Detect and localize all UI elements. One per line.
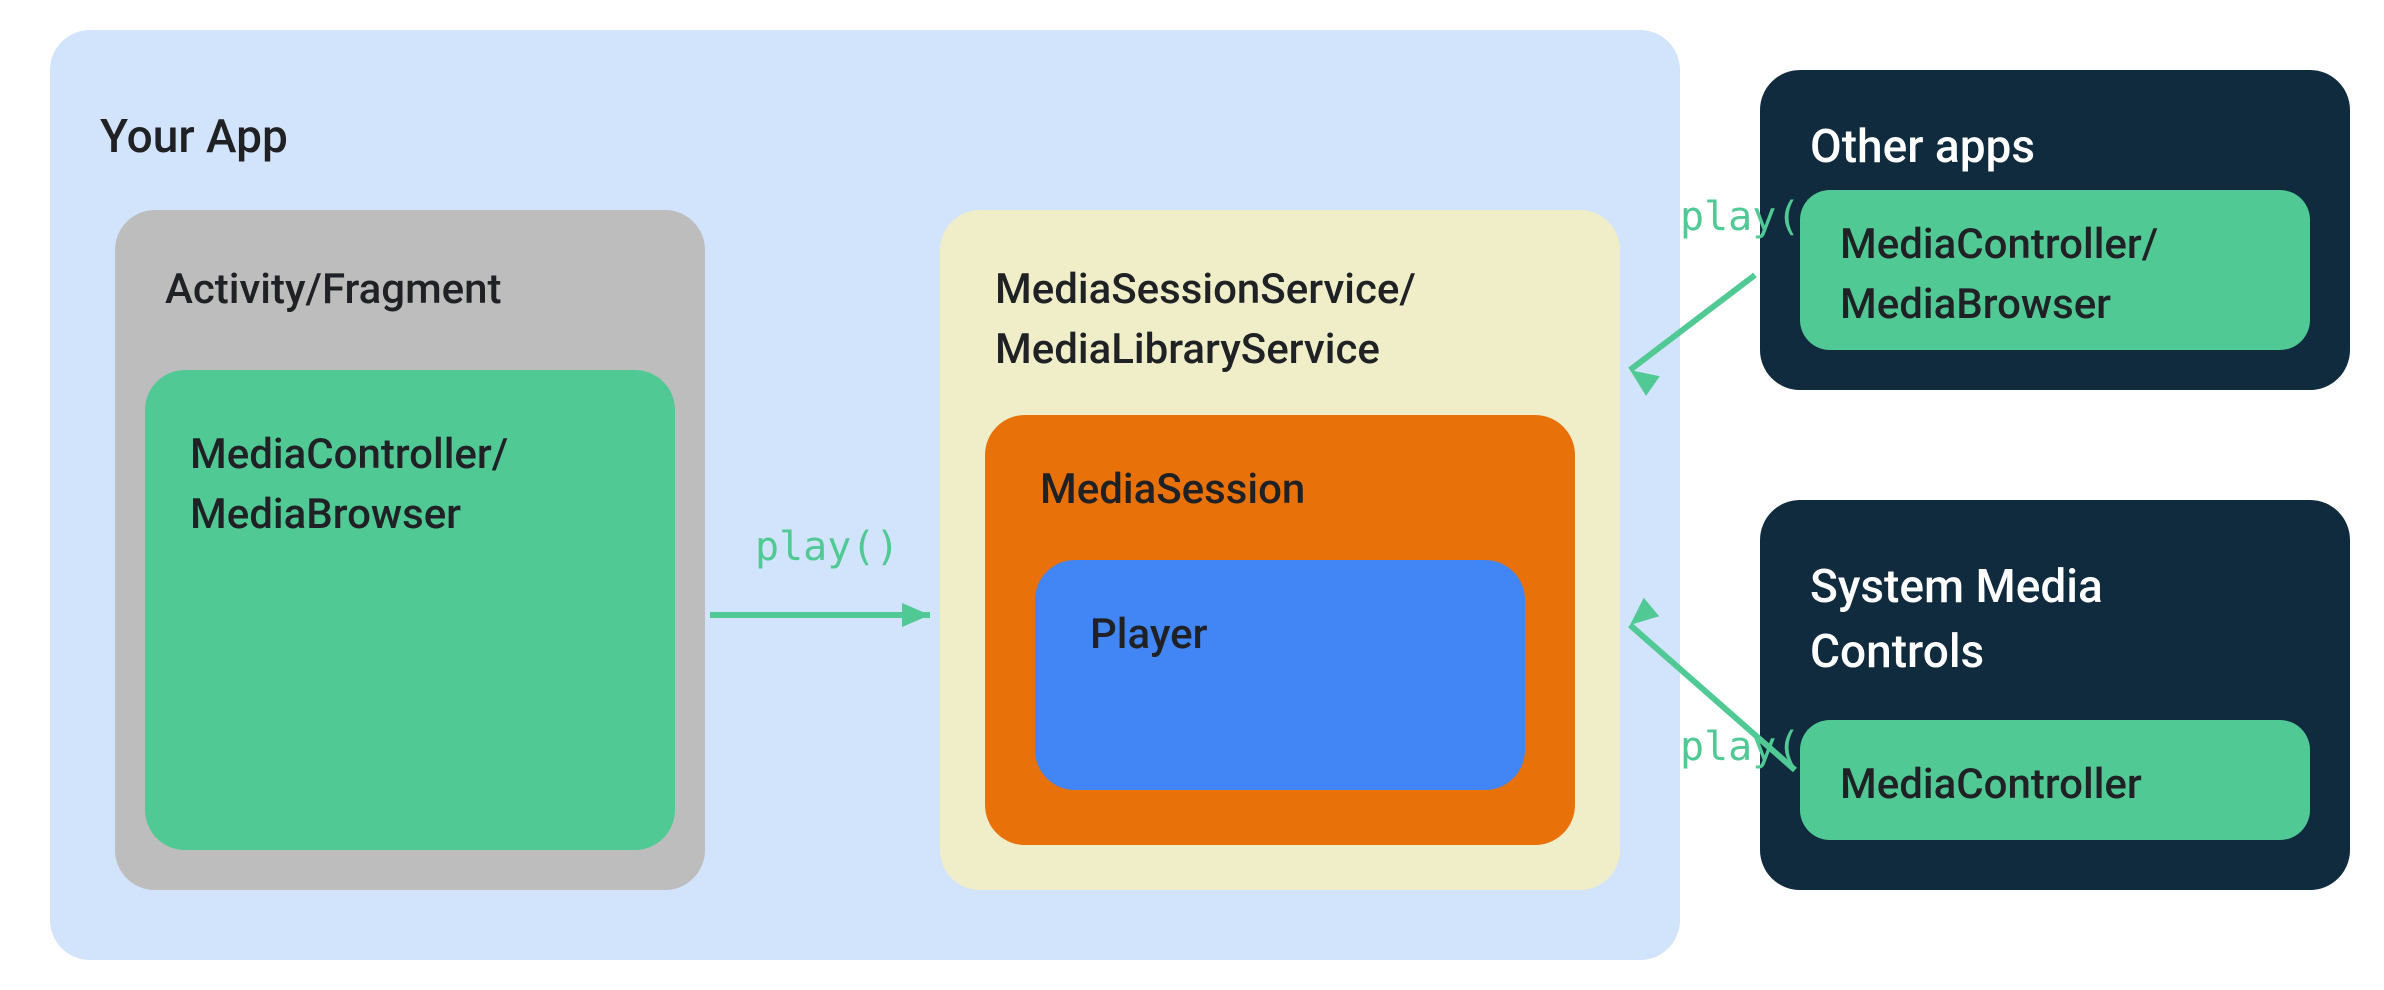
app-media-controller-title-line1: MediaController/ xyxy=(190,430,508,479)
system-media-controller-title: MediaController xyxy=(1840,760,2142,809)
other-apps-controller-line1: MediaController/ xyxy=(1840,220,2158,269)
other-apps-title: Other apps xyxy=(1810,120,2035,174)
system-media-controls-title-line2: Controls xyxy=(1810,625,1984,679)
activity-fragment-title: Activity/Fragment xyxy=(165,265,502,314)
player-title: Player xyxy=(1090,610,1208,659)
system-media-controls-title-line1: System Media xyxy=(1810,560,2103,614)
media-session-service-title-line2: MediaLibraryService xyxy=(995,325,1380,374)
player-box xyxy=(1035,560,1525,790)
media-session-title: MediaSession xyxy=(1040,465,1305,514)
app-media-controller-title-line2: MediaBrowser xyxy=(190,490,461,539)
other-apps-controller-line2: MediaBrowser xyxy=(1840,280,2111,329)
your-app-title: Your App xyxy=(100,110,288,164)
media-session-service-title-line1: MediaSessionService/ xyxy=(995,265,1416,314)
